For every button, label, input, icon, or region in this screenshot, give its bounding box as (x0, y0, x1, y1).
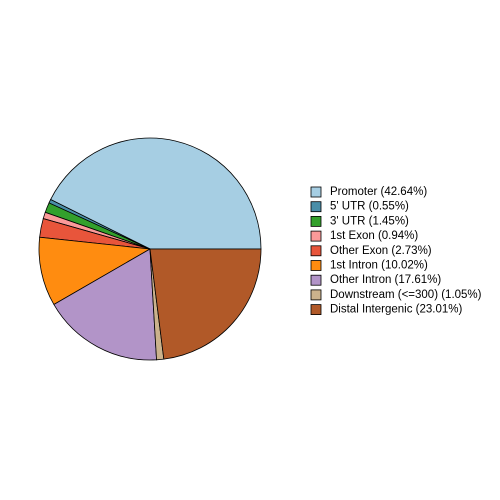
legend-swatch (310, 186, 322, 198)
legend-swatch (310, 260, 322, 271)
legend-label: 1st Exon (0.94%) (330, 230, 418, 242)
legend-label: Promoter (42.64%) (330, 186, 427, 198)
legend-label: Downstream (<=300) (1.05%) (330, 289, 482, 301)
legend-swatch (310, 274, 322, 286)
legend-label: 5' UTR (0.55%) (330, 201, 409, 213)
legend-swatch (310, 201, 322, 213)
legend-swatch (310, 230, 322, 242)
pie-slice (149, 248, 262, 360)
legend-swatch (310, 304, 322, 316)
legend-label: Other Intron (17.61%) (330, 274, 441, 286)
pie-slice (53, 248, 157, 361)
legend-label: Other Exon (2.73%) (330, 245, 432, 257)
pie-slice (50, 137, 262, 250)
legend-swatch (310, 289, 322, 301)
legend-swatch (310, 215, 322, 227)
legend-label: 3' UTR (1.45%) (330, 215, 409, 227)
legend-swatch (310, 245, 322, 257)
legend-label: 1st Intron (10.02%) (330, 260, 428, 272)
legend-label: Distal Intergenic (23.01%) (330, 304, 462, 316)
